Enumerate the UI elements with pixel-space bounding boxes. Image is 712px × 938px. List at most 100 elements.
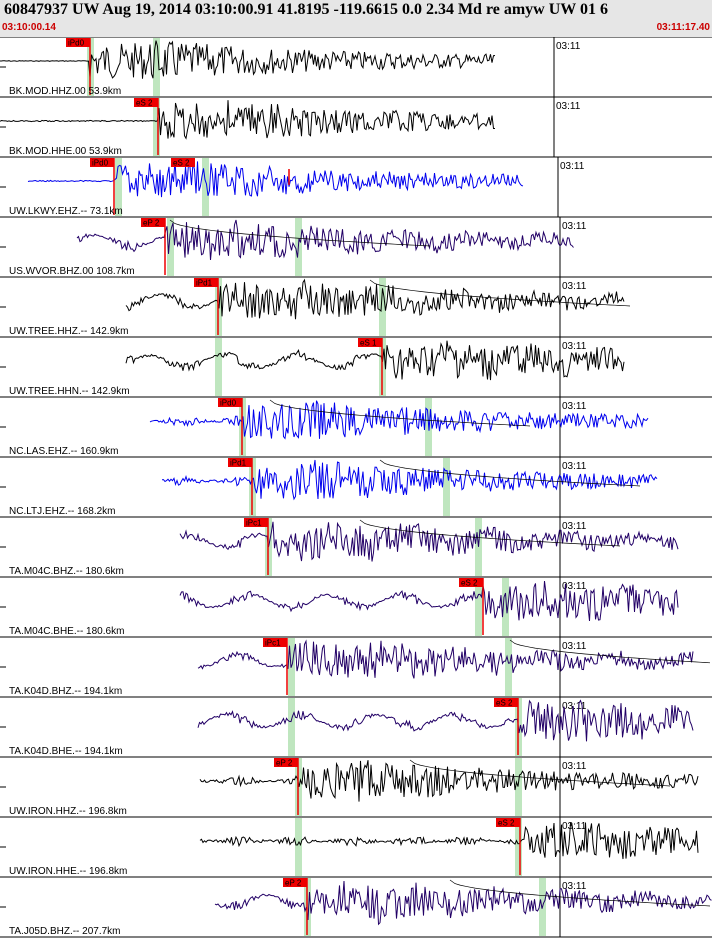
time-marker-label: 03:11 [556,41,581,52]
time-marker-label: 03:11 [562,641,587,652]
travel-time-curve [379,459,641,487]
time-marker-label: 03:11 [560,161,585,172]
pick-label: iPc1 [265,639,281,648]
station-label: TA.K04D.BHE.-- 194.1km [9,746,123,757]
travel-time-curve [359,519,621,547]
pick-label: eP 2 [143,219,160,228]
pick-label: eS 1 [360,339,377,348]
trace-row[interactable]: 03:11 iPc1 TA.M04C.BHZ.-- 180.6km [0,516,712,577]
waveform [0,40,496,79]
time-marker-label: 03:11 [562,521,587,532]
travel-time-curve [409,759,671,787]
pick-tag[interactable] [228,458,252,467]
time-marker-label: 03:11 [562,821,587,832]
pick-tag[interactable] [90,158,114,167]
pick-label: iPd0 [220,399,237,408]
pick-tag[interactable] [218,398,242,407]
pick-band [167,218,174,276]
station-label: BK.MOD.HHZ.00 53.9km [9,86,121,97]
time-marker-label: 03:11 [562,701,587,712]
trace-row[interactable]: 03:11 eS 2 TA.K04D.BHE.-- 194.1km [0,696,712,757]
pick-label: iPd1 [230,459,247,468]
waveform [179,580,679,622]
waveform [197,699,694,742]
pick-band [202,158,209,216]
waveform [161,459,658,501]
station-label: UW.IRON.HHE.-- 196.8km [9,866,127,877]
trace-row[interactable]: 03:11 iPd0 eS 2 UW.LKWY.EHZ.-- 73.1km [0,156,712,217]
pick-label: eS 2 [173,159,190,168]
trace-row[interactable]: 03:11 eS 1 UW.TREE.HHN.-- 142.9km [0,336,712,397]
trace-row[interactable]: 03:11 eS 2 UW.IRON.HHE.-- 196.8km [0,816,712,877]
window-end-time: 03:11:17.40 [656,22,710,33]
pick-band [288,698,295,756]
travel-time-curve [449,879,711,907]
pick-label: eP 2 [285,879,302,888]
pick-tag[interactable] [171,158,195,167]
station-label: TA.J05D.BHZ.-- 207.7km [9,926,121,937]
pick-label: eP 2 [276,759,293,768]
time-marker-label: 03:11 [562,281,587,292]
time-marker-label: 03:11 [562,401,587,412]
travel-time-curve [369,279,631,307]
trace-row[interactable]: 03:11 eS 2 BK.MOD.HHE.00 53.9km [0,96,712,157]
pick-tag[interactable] [66,38,90,47]
pick-tag[interactable] [244,518,268,527]
pick-tag[interactable] [494,698,518,707]
waveform [0,100,495,140]
pick-label: eS 2 [498,819,515,828]
window-start-time: 03:10:00.14 [2,22,56,33]
trace-row[interactable]: 03:11 iPd1 NC.LTJ.EHZ.-- 168.2km [0,456,712,517]
pick-label: eS 2 [461,579,478,588]
event-header: 60847937 UW Aug 19, 2014 03:10:00.91 41.… [0,0,712,37]
station-label: NC.LAS.EHZ.-- 160.9km [9,446,118,457]
trace-row[interactable]: 03:11 eS 2 TA.M04C.BHE.-- 180.6km [0,576,712,637]
pick-tag[interactable] [274,758,298,767]
pick-tag[interactable] [194,278,218,287]
station-label: TA.K04D.BHZ.-- 194.1km [9,686,122,697]
station-label: NC.LTJ.EHZ.-- 168.2km [9,506,116,517]
pick-tag[interactable] [358,338,382,347]
pick-tag[interactable] [496,818,520,827]
trace-row[interactable]: 03:11 eP 2 TA.J05D.BHZ.-- 207.7km [0,876,712,937]
time-marker-label: 03:11 [562,881,587,892]
trace-row[interactable]: 03:11 iPc1 TA.K04D.BHZ.-- 194.1km [0,636,712,697]
travel-time-curve [509,639,711,664]
waveform [199,760,699,802]
waveform [125,340,625,381]
time-marker-label: 03:11 [562,761,587,772]
pick-band [215,338,222,396]
event-title: 60847937 UW Aug 19, 2014 03:10:00.91 41.… [4,1,608,18]
pick-band [515,758,522,816]
seismogram-panel: 03:11 iPd0 BK.MOD.HHZ.00 53.9km 03:11 eS 2 BK… [0,37,712,938]
trace-row[interactable]: 03:11 eP 2 US.WVOR.BHZ.00 108.7km [0,216,712,277]
pick-tag[interactable] [459,578,483,587]
pick-tag[interactable] [141,218,165,227]
time-marker-label: 03:11 [562,341,587,352]
pick-tag[interactable] [263,638,287,647]
time-marker-label: 03:11 [562,221,587,232]
time-marker-label: 03:11 [556,101,581,112]
pick-tag[interactable] [134,98,158,107]
station-label: TA.M04C.BHZ.-- 180.6km [9,566,124,577]
waveform [179,521,679,562]
pick-band [153,38,160,96]
trace-row[interactable]: 03:11 iPd0 BK.MOD.HHZ.00 53.9km [0,37,712,97]
time-marker-label: 03:11 [562,581,587,592]
pick-label: iPd0 [68,39,85,48]
time-marker-label: 03:11 [562,461,587,472]
pick-label: iPd1 [196,279,213,288]
travel-time-curve [269,399,531,427]
waveform [27,160,524,198]
waveform [199,821,699,860]
trace-row[interactable]: 03:11 iPd1 UW.TREE.HHZ.-- 142.9km [0,276,712,337]
pick-label: eS 2 [136,99,153,108]
pick-band [475,578,482,636]
pick-band [515,818,522,876]
pick-tag[interactable] [283,878,307,887]
trace-row[interactable]: 03:11 eP 2 UW.IRON.HHZ.-- 196.8km [0,756,712,817]
trace-row[interactable]: 03:11 iPd0 NC.LAS.EHZ.-- 160.9km [0,396,712,457]
station-label: BK.MOD.HHE.00 53.9km [9,146,122,157]
station-label: TA.M04C.BHE.-- 180.6km [9,626,124,637]
station-label: US.WVOR.BHZ.00 108.7km [9,266,135,277]
